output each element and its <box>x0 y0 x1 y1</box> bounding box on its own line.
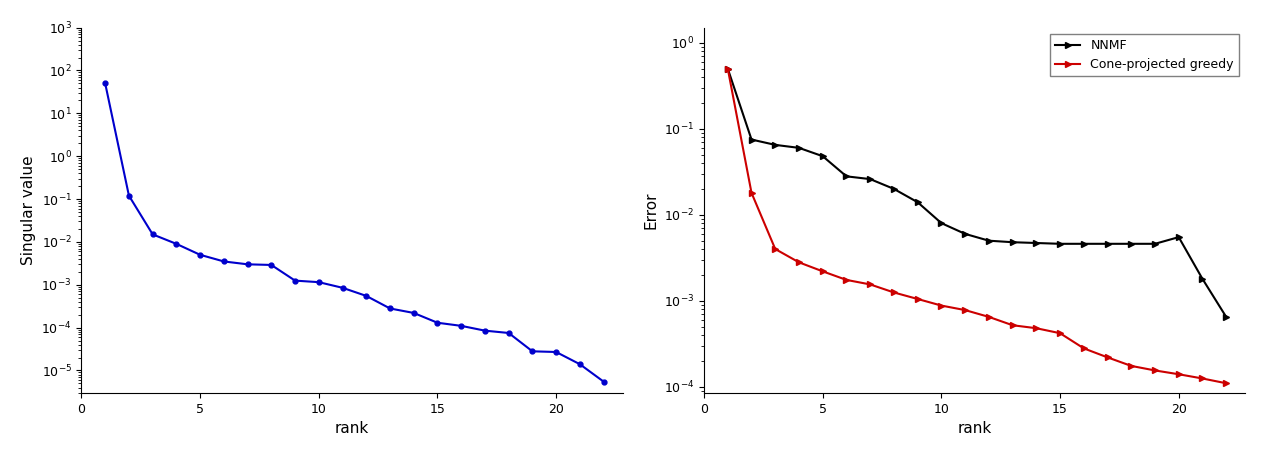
Cone-projected greedy <box>744 190 760 196</box>
NNMF <box>1100 241 1115 246</box>
Line: NNMF: NNMF <box>724 65 1229 320</box>
Cone-projected greedy <box>1005 323 1020 328</box>
NNMF <box>767 142 782 148</box>
NNMF <box>720 66 736 71</box>
NNMF <box>934 220 950 226</box>
NNMF <box>1219 314 1234 319</box>
Y-axis label: Error: Error <box>643 191 658 229</box>
Cone-projected greedy <box>934 303 950 308</box>
Cone-projected greedy <box>1052 330 1067 336</box>
X-axis label: rank: rank <box>335 421 370 436</box>
NNMF <box>886 186 901 191</box>
NNMF <box>815 154 830 159</box>
NNMF <box>791 145 806 151</box>
NNMF <box>1005 239 1020 245</box>
NNMF <box>744 137 760 142</box>
Cone-projected greedy <box>862 282 877 287</box>
Cone-projected greedy <box>767 246 782 252</box>
X-axis label: rank: rank <box>957 421 991 436</box>
Cone-projected greedy <box>981 314 996 319</box>
NNMF <box>1124 241 1139 246</box>
NNMF <box>1195 276 1210 282</box>
NNMF <box>1029 240 1044 246</box>
Cone-projected greedy <box>1076 345 1091 351</box>
Cone-projected greedy <box>1100 355 1115 360</box>
Cone-projected greedy <box>815 269 830 274</box>
NNMF <box>1147 241 1162 246</box>
Cone-projected greedy <box>1029 325 1044 331</box>
NNMF <box>1052 241 1067 246</box>
Cone-projected greedy <box>1171 372 1186 377</box>
Legend: NNMF, Cone-projected greedy: NNMF, Cone-projected greedy <box>1051 34 1239 76</box>
Cone-projected greedy <box>839 277 855 282</box>
NNMF <box>839 174 855 179</box>
Cone-projected greedy <box>886 290 901 295</box>
NNMF <box>1076 241 1091 246</box>
Cone-projected greedy <box>1195 376 1210 381</box>
Line: Cone-projected greedy: Cone-projected greedy <box>724 65 1229 387</box>
NNMF <box>957 231 972 237</box>
Cone-projected greedy <box>1147 368 1162 373</box>
NNMF <box>910 200 925 205</box>
NNMF <box>1171 234 1186 240</box>
NNMF <box>981 238 996 244</box>
Cone-projected greedy <box>910 296 925 302</box>
Y-axis label: Singular value: Singular value <box>20 155 35 265</box>
Cone-projected greedy <box>791 260 806 265</box>
Cone-projected greedy <box>720 66 736 71</box>
NNMF <box>862 176 877 182</box>
Cone-projected greedy <box>957 308 972 313</box>
Cone-projected greedy <box>1124 363 1139 369</box>
Cone-projected greedy <box>1219 381 1234 386</box>
